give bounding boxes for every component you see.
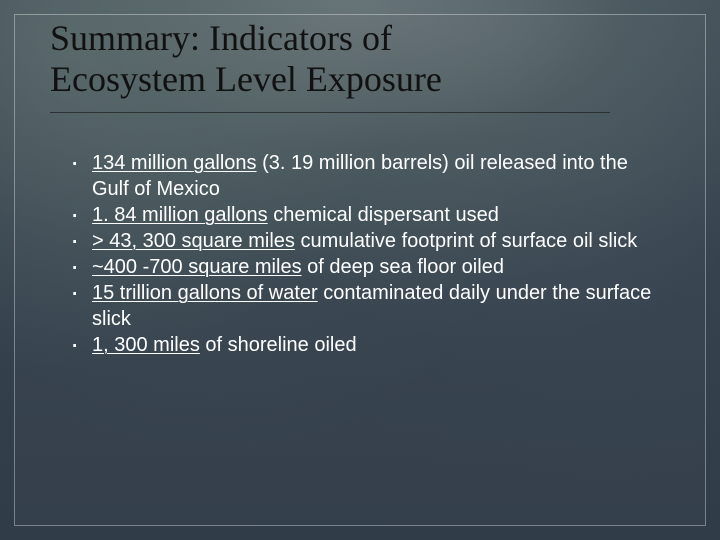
list-item: > 43, 300 square miles cumulative footpr… (64, 228, 660, 254)
title-line-1: Summary: Indicators of (50, 18, 392, 58)
bullet-lead: 1, 300 miles (92, 334, 200, 356)
list-item: 15 trillion gallons of water contaminate… (64, 280, 660, 332)
bullet-lead: 134 million gallons (92, 152, 257, 174)
list-item: ~400 -700 square miles of deep sea floor… (64, 254, 660, 280)
bullet-rest: of shoreline oiled (200, 334, 357, 356)
bullet-lead: > 43, 300 square miles (92, 230, 295, 252)
list-item: 1. 84 million gallons chemical dispersan… (64, 202, 660, 228)
bullet-lead: 15 trillion gallons of water (92, 282, 318, 304)
bullet-rest: cumulative footprint of surface oil slic… (295, 230, 637, 252)
bullet-list: 134 million gallons (3. 19 million barre… (64, 150, 660, 358)
title-line-2: Ecosystem Level Exposure (50, 59, 442, 99)
title-rule (50, 112, 610, 113)
bullet-lead: 1. 84 million gallons (92, 204, 268, 226)
page-title: Summary: Indicators of Ecosystem Level E… (50, 18, 660, 101)
slide: Summary: Indicators of Ecosystem Level E… (0, 0, 720, 540)
list-item: 1, 300 miles of shoreline oiled (64, 332, 660, 358)
bullet-rest: of deep sea floor oiled (302, 256, 504, 278)
bullet-lead: ~400 -700 square miles (92, 256, 302, 278)
list-item: 134 million gallons (3. 19 million barre… (64, 150, 660, 202)
bullet-rest: chemical dispersant used (268, 204, 499, 226)
